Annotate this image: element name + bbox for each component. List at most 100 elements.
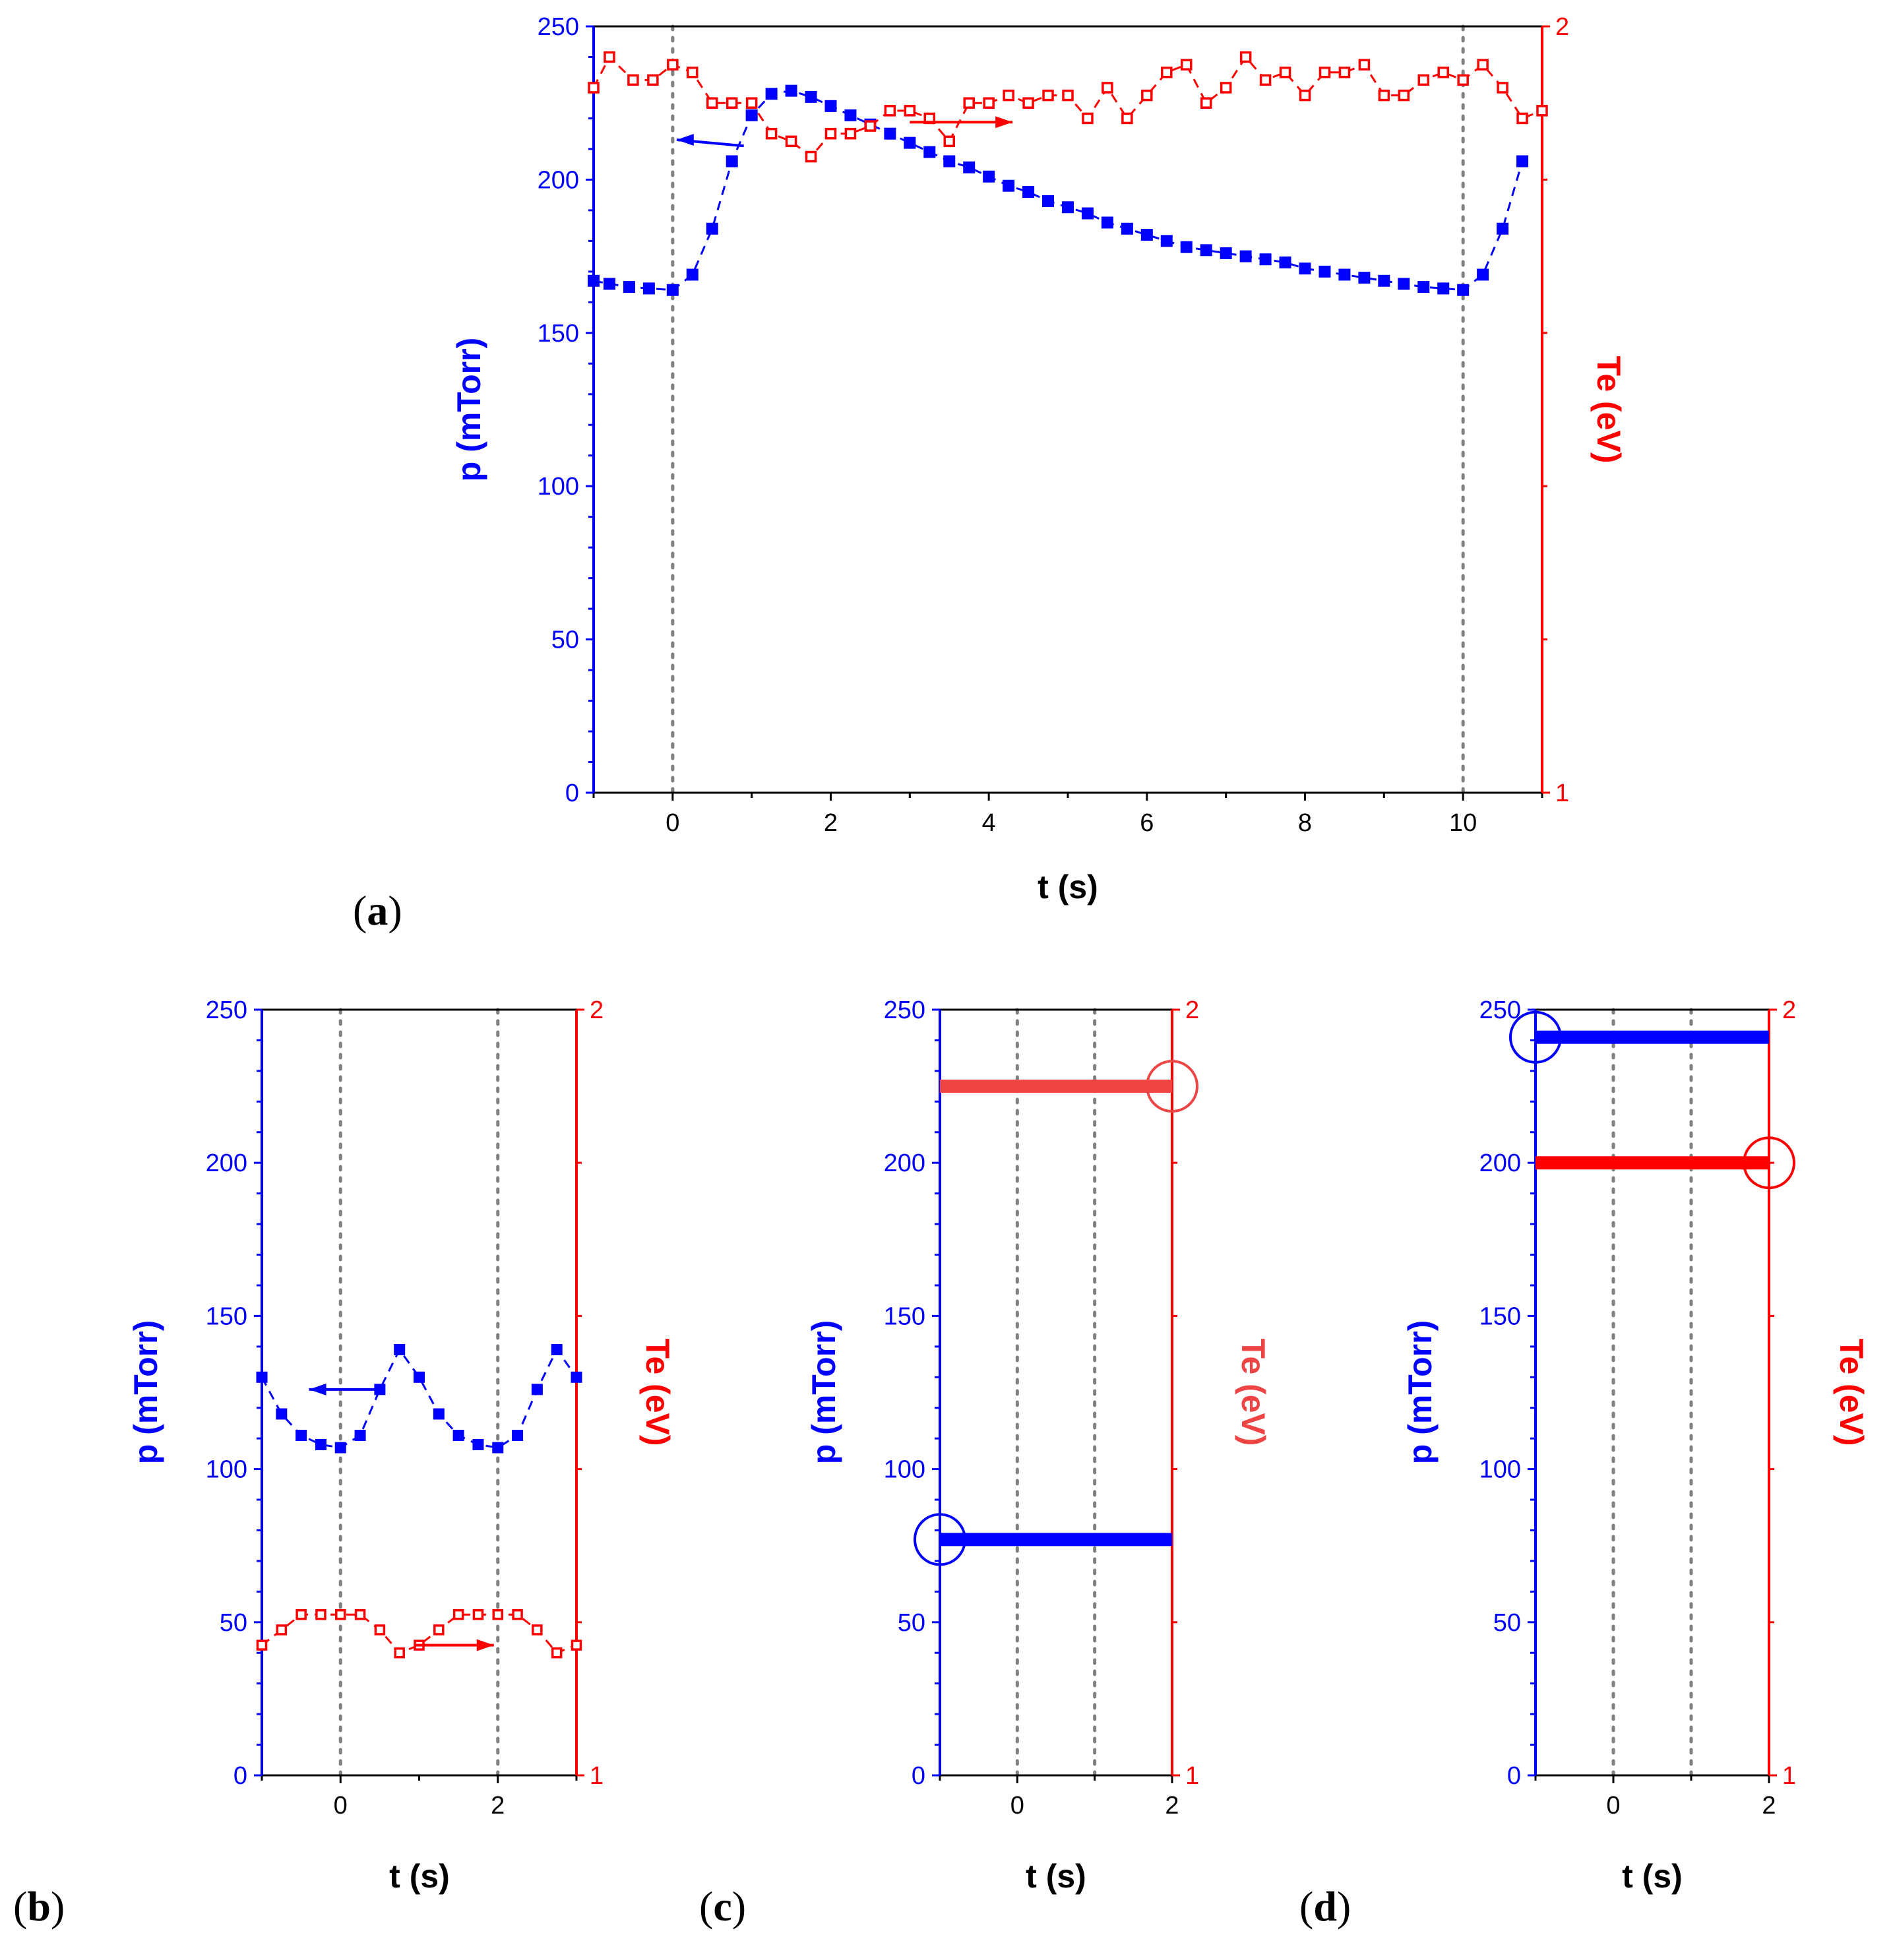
te-point <box>276 1624 288 1636</box>
pressure-point <box>983 170 995 183</box>
pressure-endpoint-circle <box>914 1513 966 1566</box>
y-left-tick-label: 250 <box>538 13 579 41</box>
y-left-tick-label: 150 <box>538 320 579 348</box>
te-point <box>844 127 857 140</box>
te-point <box>1200 97 1212 109</box>
panel-label: (b) <box>13 1883 65 1930</box>
y-left-axis-title: p (mTorr) <box>1402 1320 1439 1464</box>
te-point <box>604 51 615 63</box>
annotation-arrow-head <box>995 116 1013 129</box>
pressure-point <box>765 88 778 100</box>
te-point <box>1279 66 1291 78</box>
pressure-point <box>1140 229 1153 241</box>
te-point <box>765 127 778 140</box>
pressure-fit-line <box>261 1347 578 1449</box>
y-left-tick-label: 150 <box>206 1302 247 1330</box>
x-tick-label: 2 <box>824 809 838 837</box>
y-left-axis-title: p (mTorr) <box>127 1320 164 1464</box>
pressure-point <box>1338 268 1351 281</box>
te-point <box>492 1608 503 1620</box>
y-right-axis-title: Te (eV) <box>1833 1339 1870 1446</box>
te-point <box>315 1608 326 1620</box>
te-point <box>706 97 718 109</box>
te-point <box>532 1624 543 1636</box>
te-point <box>1220 82 1232 94</box>
pressure-point <box>1239 250 1252 262</box>
te-point <box>1121 112 1133 125</box>
pressure-point <box>1081 207 1094 220</box>
te-point <box>1161 66 1173 78</box>
te-fit-line <box>261 1613 577 1655</box>
y-right-tick-label: 2 <box>590 996 604 1024</box>
pressure-point <box>276 1408 288 1420</box>
y-left-tick-label: 100 <box>1479 1456 1521 1484</box>
x-tick-label: 0 <box>334 1792 348 1820</box>
x-axis-title: t (s) <box>389 1858 450 1895</box>
pressure-point <box>726 155 738 168</box>
te-point <box>726 97 738 109</box>
pressure-point <box>551 1343 563 1355</box>
y-right-tick-label: 2 <box>1555 13 1569 41</box>
pressure-point <box>1003 179 1015 192</box>
plot-area <box>256 1343 582 1659</box>
pressure-point <box>374 1384 386 1395</box>
pressure-point <box>923 146 936 158</box>
te-point <box>864 120 877 132</box>
pressure-point <box>295 1430 307 1442</box>
pressure-point <box>706 222 718 235</box>
y-left-axis-title: p (mTorr) <box>805 1320 842 1464</box>
pressure-point <box>623 281 635 293</box>
pressure-point <box>256 1371 268 1383</box>
pressure-point <box>492 1442 504 1454</box>
y-right-tick-label: 1 <box>1185 1762 1199 1790</box>
te-point <box>983 97 995 109</box>
x-axis-title: t (s) <box>1038 869 1098 905</box>
pressure-point <box>1378 274 1390 287</box>
y-left-tick-label: 200 <box>538 166 579 194</box>
pressure-point <box>1121 222 1133 235</box>
x-tick-label: 2 <box>1165 1792 1179 1820</box>
te-point <box>1338 66 1351 78</box>
y-left-tick-label: 150 <box>1479 1302 1521 1330</box>
te-point <box>1082 112 1094 125</box>
pressure-fit-line <box>593 90 1524 291</box>
te-point <box>904 105 916 117</box>
pressure-point <box>452 1430 464 1442</box>
y-left-tick-label: 0 <box>1507 1762 1521 1790</box>
te-endpoint-circle <box>1743 1136 1795 1190</box>
pressure-point <box>512 1430 524 1442</box>
pressure-point <box>1220 247 1232 259</box>
pressure-point <box>472 1438 484 1450</box>
y-left-tick-label: 150 <box>884 1302 925 1330</box>
pressure-point <box>571 1371 582 1383</box>
te-point <box>1437 66 1449 78</box>
pressure-point <box>884 127 896 140</box>
y-left-tick-label: 50 <box>1493 1609 1521 1637</box>
y-left-tick-label: 200 <box>206 1149 247 1177</box>
x-tick-label: 2 <box>1762 1792 1776 1820</box>
te-point <box>551 1647 563 1659</box>
pressure-point <box>1417 281 1430 293</box>
panel-label: (a) <box>353 887 402 934</box>
te-point <box>1457 74 1469 86</box>
pressure-point <box>1101 216 1113 229</box>
te-endpoint-circle <box>1146 1060 1198 1113</box>
pressure-point <box>531 1384 543 1395</box>
te-point <box>805 150 817 163</box>
te-point <box>687 66 698 78</box>
pressure-point <box>1180 241 1193 253</box>
te-point <box>256 1639 268 1651</box>
pressure-point <box>1160 235 1173 247</box>
te-point <box>647 74 659 86</box>
x-tick-label: 4 <box>982 809 996 837</box>
te-point <box>785 135 797 148</box>
te-point <box>354 1608 366 1620</box>
te-point <box>1042 89 1054 102</box>
te-point <box>571 1639 582 1651</box>
te-point <box>1003 89 1014 102</box>
te-point <box>1022 97 1034 109</box>
y-left-tick-label: 250 <box>206 996 247 1024</box>
